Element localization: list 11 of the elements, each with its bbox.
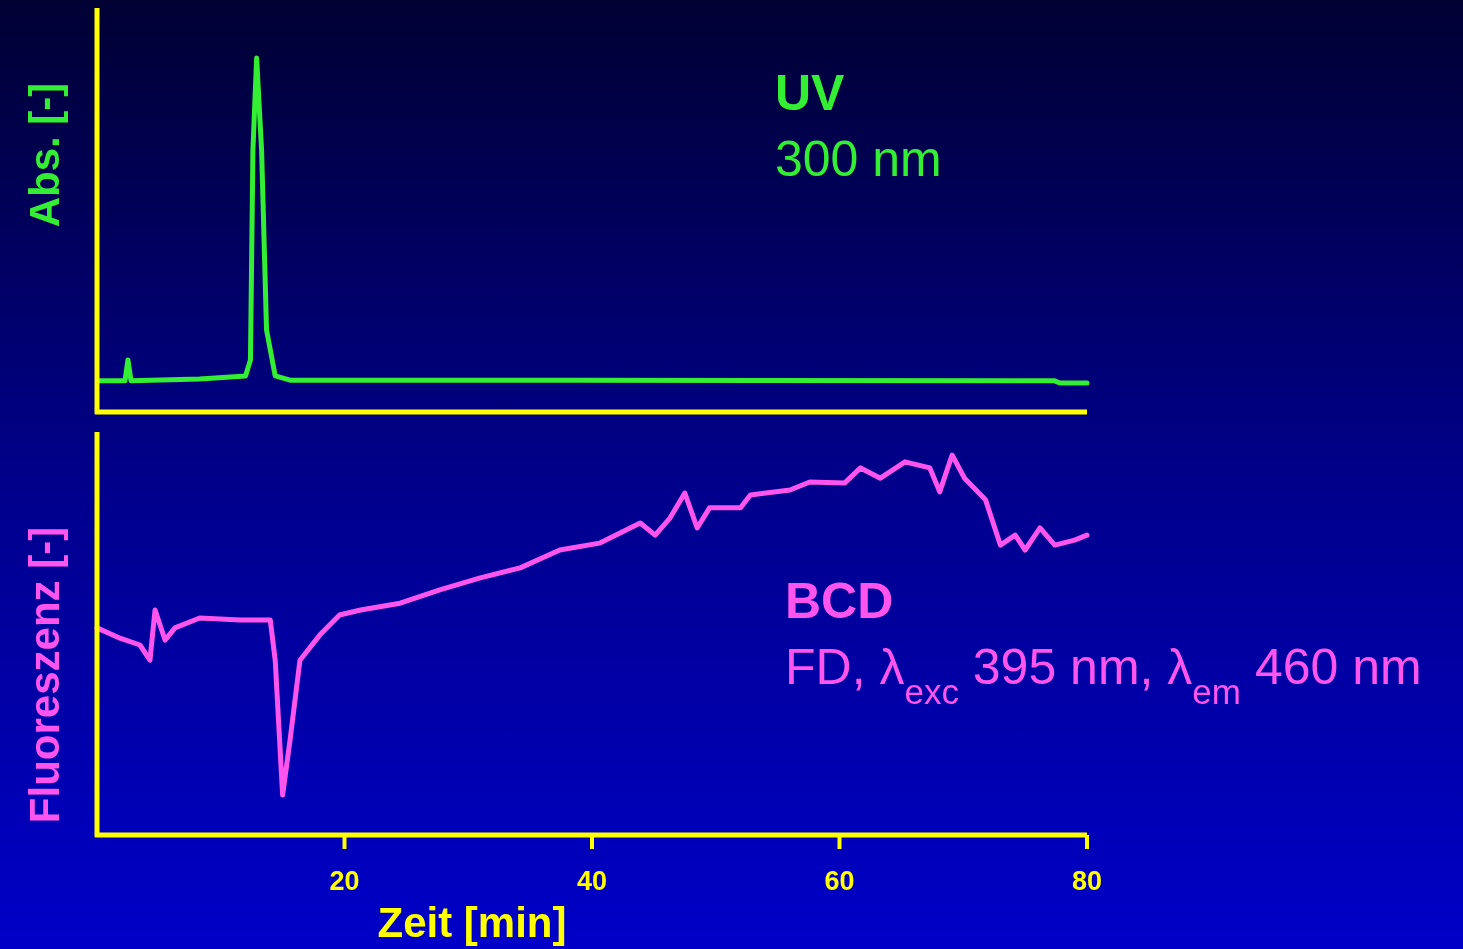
- annotation: FD, λ$_{exc}$ 395 nm, λ$_{em}$ 460 nm: [785, 639, 1422, 711]
- x-tick-label: 40: [576, 866, 608, 896]
- annotation: 300 nm: [775, 131, 942, 187]
- y-axis-title: Abs. [-]: [21, 82, 68, 228]
- x-tick-label: 60: [824, 866, 855, 896]
- x-tick-label: 80: [1071, 866, 1103, 896]
- x-axis-title: Zeit [min]: [377, 899, 567, 946]
- annotation: UV: [775, 65, 846, 121]
- x-tick-label: 20: [329, 866, 360, 896]
- y-axis-title: Fluoreszenz [-]: [21, 526, 68, 824]
- annotation: BCD: [785, 573, 894, 629]
